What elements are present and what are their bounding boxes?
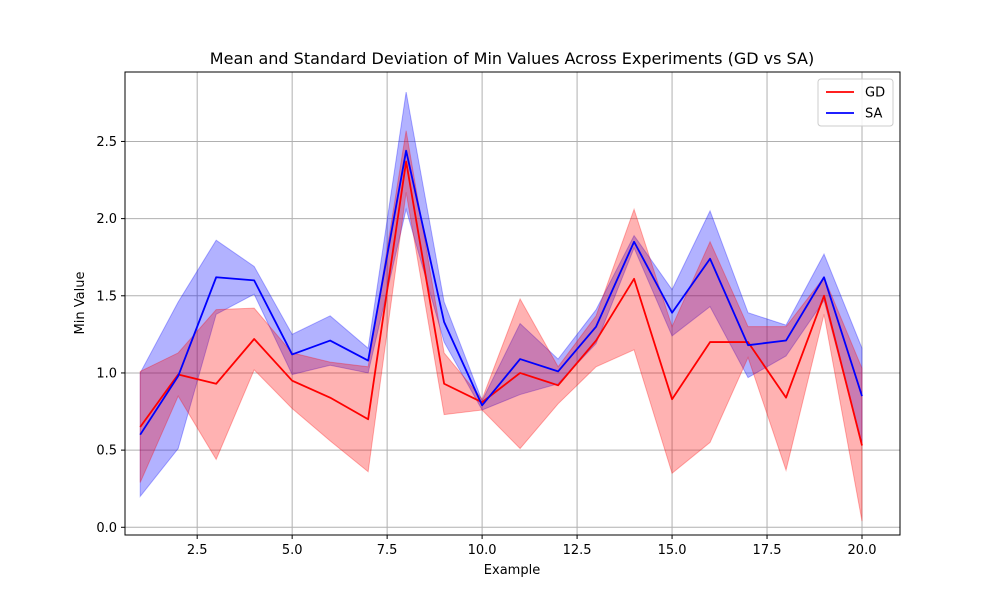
y-tick-label: 1.5 bbox=[96, 289, 117, 304]
legend-box bbox=[817, 78, 894, 127]
y-axis: 0.0 0.5 1.0 1.5 2.0 2.5 bbox=[96, 135, 125, 536]
y-tick-label: 0.5 bbox=[96, 444, 117, 459]
x-tick-label: 20.0 bbox=[848, 543, 877, 558]
sa-mean-line bbox=[139, 149, 863, 436]
y-axis-label: Min Value bbox=[73, 272, 88, 335]
chart-title: Mean and Standard Deviation of Min Value… bbox=[210, 49, 814, 68]
x-tick-label: 2.5 bbox=[187, 543, 208, 558]
plot-background bbox=[125, 72, 900, 535]
gd-std-band bbox=[139, 130, 863, 522]
x-tick-label: 7.5 bbox=[377, 543, 398, 558]
plot-frame bbox=[124, 71, 901, 536]
legend-label-gd: GD bbox=[865, 86, 885, 101]
y-tick-label: 2.0 bbox=[96, 212, 117, 227]
x-tick-label: 17.5 bbox=[753, 543, 782, 558]
x-tick-label: 5.0 bbox=[282, 543, 303, 558]
x-tick-label: 10.0 bbox=[468, 543, 497, 558]
grid bbox=[125, 72, 900, 535]
mean-lines bbox=[139, 149, 863, 446]
y-tick-label: 0.0 bbox=[96, 521, 117, 536]
legend: GD SA bbox=[817, 78, 894, 127]
gd-mean-line bbox=[139, 160, 863, 446]
legend-label-sa: SA bbox=[865, 107, 882, 122]
x-tick-label: 12.5 bbox=[563, 543, 592, 558]
y-tick-label: 1.0 bbox=[96, 366, 117, 381]
x-tick-label: 15.0 bbox=[658, 543, 687, 558]
y-tick-label: 2.5 bbox=[96, 135, 117, 150]
x-axis-label: Example bbox=[484, 563, 540, 578]
x-axis: 2.5 5.0 7.5 10.0 12.5 15.0 17.5 20.0 bbox=[187, 535, 877, 558]
